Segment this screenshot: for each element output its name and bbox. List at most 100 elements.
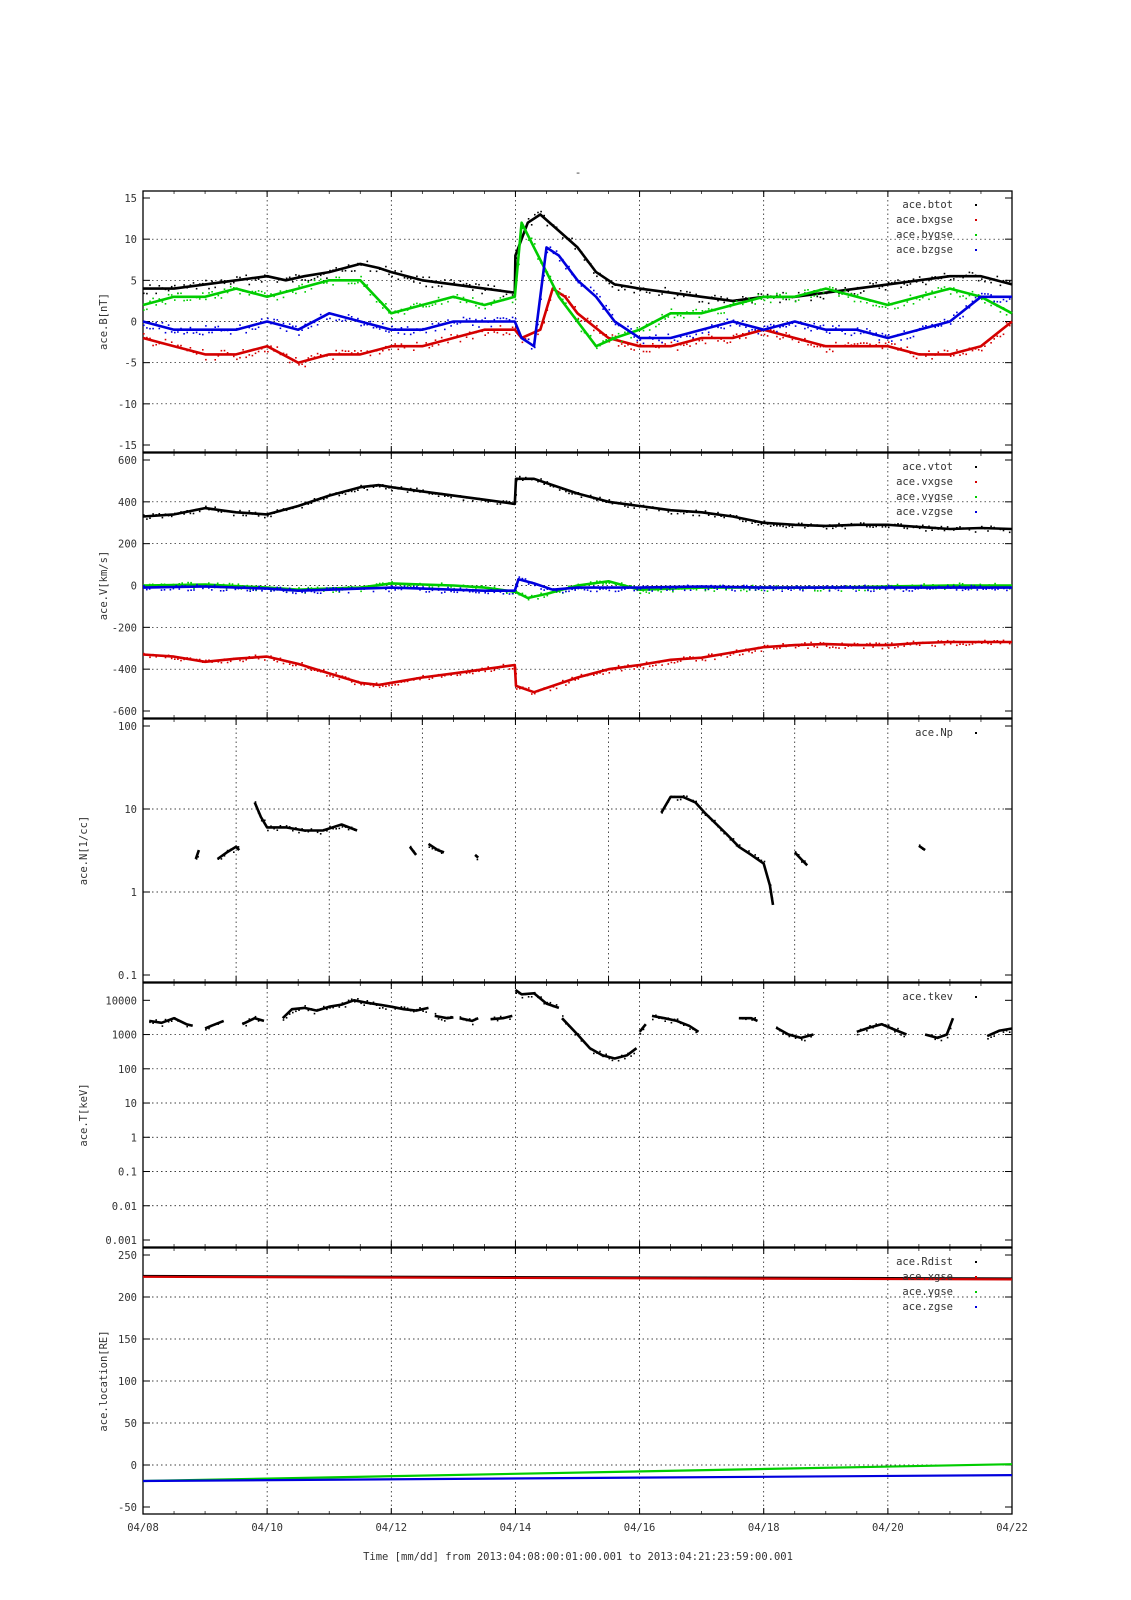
data-point [932,584,934,586]
data-point [695,1031,697,1034]
data-point [524,578,527,580]
data-point [861,587,863,589]
data-point [211,508,213,511]
data-point [645,585,648,588]
data-point [357,262,359,265]
data-point [378,686,381,689]
data-point [496,331,499,334]
data-point [462,283,465,286]
panel-frame [142,718,1013,983]
data-point [413,331,415,334]
data-point [149,1021,151,1024]
legend-marker [975,1261,977,1263]
x-tick-label: 04/20 [872,1522,904,1534]
data-point [447,584,449,587]
data-point [672,589,674,591]
data-point [400,308,403,311]
data-point [167,514,170,517]
data-point [382,587,384,589]
data-point [807,326,809,329]
data-point [406,1007,409,1010]
data-point [453,322,455,324]
data-point [508,290,511,293]
data-point [428,586,431,588]
data-point [502,299,505,302]
data-point [558,230,561,233]
data-point [158,285,161,287]
data-point [900,300,902,303]
data-point [301,329,303,331]
data-point [363,285,365,287]
data-point [456,334,459,337]
data-point [769,301,772,304]
data-point [465,588,468,590]
data-point [505,500,508,502]
data-point [391,345,393,347]
data-point [434,303,437,305]
data-point [394,328,396,330]
data-point [506,1016,508,1018]
data-point [413,583,415,586]
data-point [472,337,474,340]
data-point [719,586,721,588]
data-point [366,284,369,286]
data-point [946,526,949,528]
data-point [869,642,871,645]
data-point [534,584,536,587]
data-point [738,325,741,327]
data-point [658,294,660,296]
data-point [360,275,362,278]
data-point [776,292,778,295]
data-point [655,325,657,328]
data-point [475,331,477,334]
data-point [180,659,182,662]
data-point [791,338,794,341]
data-point [428,492,431,495]
data-point [310,325,313,328]
data-point [661,664,663,666]
data-point [999,311,1002,313]
data-point [493,1016,496,1019]
data-point [745,297,747,299]
data-point [884,588,887,591]
data-point [664,318,666,320]
data-point [577,318,580,321]
data-point [276,829,279,831]
data-point [925,530,927,532]
data-point [425,591,427,593]
data-point [403,584,406,586]
data-point [652,665,654,667]
data-point [791,526,794,528]
data-point [220,858,223,860]
data-point [555,591,558,593]
data-point [822,526,825,528]
data-point [748,1017,750,1020]
data-point [219,590,222,592]
data-point [400,270,403,273]
data-point [630,348,632,350]
data-point [658,661,660,664]
data-point [961,583,964,585]
data-point [453,494,455,497]
data-point [717,654,719,657]
data-point [816,646,819,649]
series-line [142,1275,1013,1281]
x-tick-label: 04/16 [624,1522,656,1534]
data-point [679,510,682,513]
data-point [514,327,517,329]
data-point [295,506,297,508]
data-point [193,587,195,590]
data-point [562,293,564,296]
legend-label: ace.tkev [902,991,953,1003]
data-point [720,312,722,315]
data-point [335,587,337,589]
data-point [580,587,583,589]
data-point [378,352,381,355]
data-point [1008,280,1011,283]
data-point [605,582,607,585]
data-point [670,341,673,344]
data-point [732,319,735,322]
data-point [279,278,282,280]
data-point [620,669,623,672]
